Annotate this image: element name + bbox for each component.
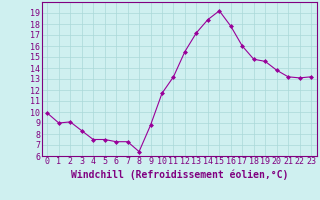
X-axis label: Windchill (Refroidissement éolien,°C): Windchill (Refroidissement éolien,°C) [70, 169, 288, 180]
